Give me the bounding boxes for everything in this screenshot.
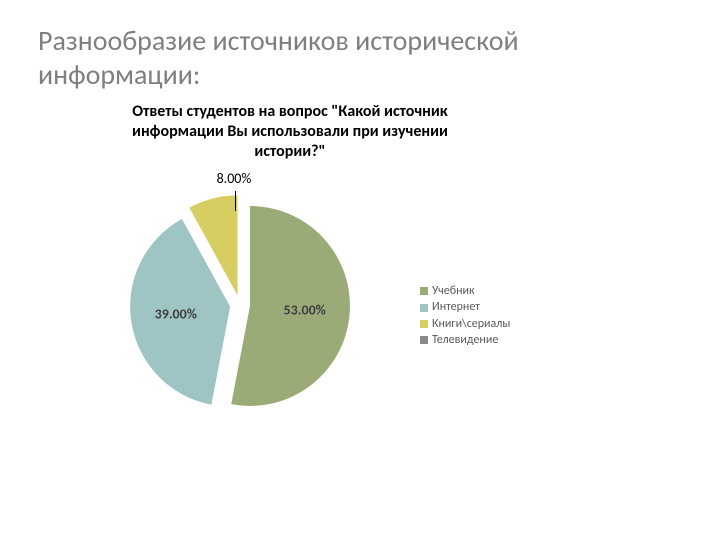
legend-swatch xyxy=(420,336,428,344)
chart-title: Ответы студентов на вопрос "Какой источн… xyxy=(100,102,480,162)
legend-swatch xyxy=(420,304,428,312)
legend-item: Учебник xyxy=(420,284,510,298)
slide: Разнообразие источников исторической инф… xyxy=(0,0,720,540)
pie-svg: 53.00% 39.00% xyxy=(100,175,380,435)
legend-swatch xyxy=(420,320,428,328)
leader-line xyxy=(235,191,236,211)
legend: Учебник Интернет Книги\сериалы Телевиден… xyxy=(420,282,510,350)
legend-item: Телевидение xyxy=(420,333,510,347)
slice-label: 53.00% xyxy=(284,302,326,319)
legend-item: Книги\сериалы xyxy=(420,317,510,331)
slice-label-outside: 8.00% xyxy=(204,170,264,187)
legend-label: Книги\сериалы xyxy=(432,317,510,331)
legend-item: Интернет xyxy=(420,300,510,314)
slide-heading: Разнообразие источников исторической инф… xyxy=(38,24,658,91)
legend-label: Интернет xyxy=(432,300,480,314)
legend-swatch xyxy=(420,287,428,295)
slice-label: 39.00% xyxy=(155,306,197,323)
legend-label: Телевидение xyxy=(432,333,498,347)
legend-label: Учебник xyxy=(432,284,475,298)
pie-chart: 53.00% 39.00% xyxy=(100,175,380,435)
